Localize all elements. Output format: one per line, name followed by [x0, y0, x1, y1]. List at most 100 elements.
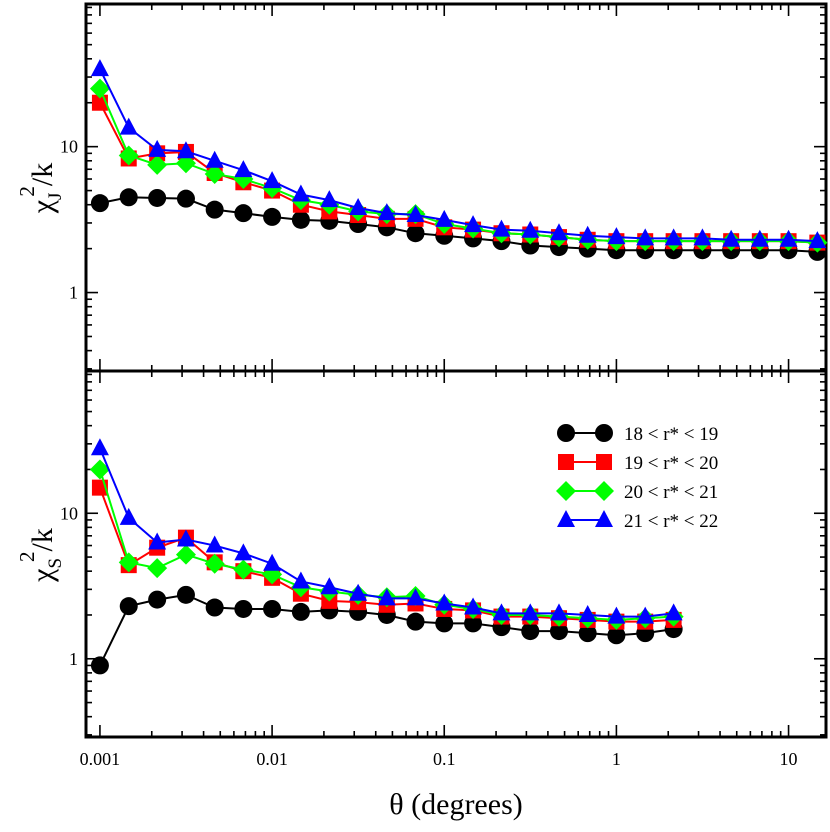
bottom-panel: 1 10 χS2/k [15, 369, 828, 739]
data-point [234, 599, 253, 618]
data-point [205, 200, 224, 219]
data-point [521, 622, 540, 641]
legend-label: 21 < r* < 22 [624, 511, 718, 532]
data-point [148, 139, 167, 157]
data-point [263, 171, 282, 189]
bottom-panel-ticks [86, 371, 826, 737]
data-point [118, 552, 139, 573]
data-point [90, 438, 109, 456]
data-point [464, 215, 483, 233]
bottom-panel-y-tick-labels: 1 10 [60, 503, 78, 669]
top-y-axis-label: χJ2/k [15, 163, 66, 215]
top-panel-y-tick-labels: 1 10 [60, 137, 78, 303]
data-point [234, 543, 253, 561]
data-point [549, 223, 568, 241]
data-point [464, 597, 483, 615]
legend-entry: 21 < r* < 22 [557, 510, 718, 532]
data-point [406, 612, 425, 631]
data-point [693, 228, 712, 246]
data-point [205, 535, 224, 553]
series-1 [90, 188, 827, 261]
legend-label: 19 < r* < 20 [624, 453, 718, 474]
x-tick-labels: 0.001 0.01 0.1 1 10 [80, 749, 798, 769]
x-tick-label: 0.01 [256, 749, 288, 769]
data-point [435, 614, 454, 633]
data-point [521, 603, 540, 621]
data-point [148, 590, 167, 609]
data-point [119, 117, 138, 135]
x-tick-label: 0.1 [433, 749, 456, 769]
data-point [406, 205, 425, 223]
data-point [320, 577, 339, 595]
data-point [664, 228, 683, 246]
data-point [607, 227, 626, 245]
data-point [147, 154, 168, 175]
legend: 18 < r* < 19 19 < r* < 20 20 < r* < 21 21 <… [556, 424, 718, 532]
x-tick-label: 10 [780, 749, 798, 769]
data-point [291, 571, 310, 589]
data-point [779, 229, 798, 247]
data-point [90, 656, 109, 675]
x-axis-label: θ (degrees) [389, 788, 522, 821]
data-point [521, 220, 540, 238]
data-point [147, 558, 168, 579]
data-point [263, 207, 282, 226]
legend-label: 20 < r* < 21 [624, 482, 718, 503]
data-point [492, 219, 511, 237]
series-line [99, 68, 818, 243]
data-point [205, 598, 224, 617]
legend-marker [556, 481, 576, 501]
legend-marker [596, 454, 612, 470]
bottom-panel-series [89, 438, 684, 675]
top-panel-ticks [86, 4, 826, 371]
data-point [89, 459, 110, 480]
data-point [175, 544, 196, 565]
data-point [578, 225, 597, 243]
data-point [148, 188, 167, 207]
data-point [664, 603, 683, 621]
data-point [320, 190, 339, 208]
legend-marker [558, 454, 574, 470]
x-tick-label: 0.001 [80, 749, 121, 769]
data-point [578, 624, 597, 643]
data-point [204, 163, 225, 184]
data-point [435, 209, 454, 227]
data-point [234, 204, 253, 223]
data-point [607, 606, 626, 624]
data-point [205, 150, 224, 168]
legend-marker [594, 481, 614, 501]
legend-marker [557, 424, 575, 442]
bottom-y-axis-label: χS2/k [15, 528, 66, 583]
top-panel: 1 10 χJ2/k [15, 2, 828, 373]
legend-entry: 19 < r* < 20 [558, 453, 718, 474]
data-point [118, 145, 139, 166]
data-point [406, 224, 425, 243]
data-point [176, 141, 195, 159]
data-point [377, 588, 396, 606]
data-point [263, 553, 282, 571]
data-point [549, 622, 568, 641]
data-point [578, 604, 597, 622]
data-point [808, 231, 827, 249]
data-point [492, 603, 511, 621]
series-4 [90, 438, 683, 624]
data-point [234, 160, 253, 178]
data-point [291, 210, 310, 229]
data-point [148, 532, 167, 550]
data-point [291, 184, 310, 202]
data-point [291, 602, 310, 621]
data-point [349, 583, 368, 601]
data-point [722, 229, 741, 247]
legend-entry: 18 < r* < 19 [557, 424, 718, 445]
data-point [90, 194, 109, 213]
data-point [119, 188, 138, 207]
data-point [119, 507, 138, 525]
data-point [406, 588, 425, 606]
data-point [90, 59, 109, 77]
data-point [233, 559, 254, 580]
series-1 [90, 585, 683, 675]
data-point [607, 626, 626, 645]
data-point [464, 614, 483, 633]
data-point [349, 197, 368, 215]
y-tick-label: 10 [60, 503, 78, 523]
